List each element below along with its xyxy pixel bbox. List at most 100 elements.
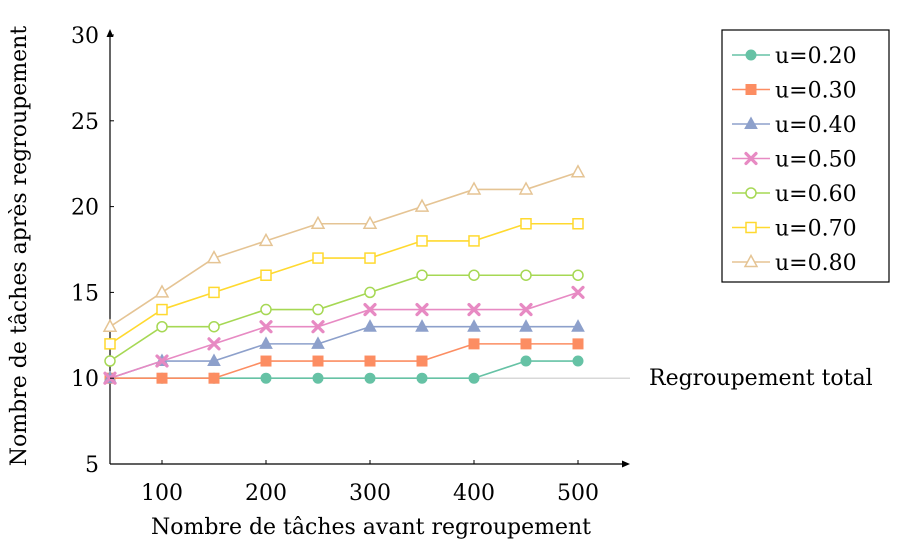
x-axis-arrow <box>622 460 630 468</box>
data-point <box>312 355 324 367</box>
data-point <box>572 338 584 350</box>
data-point <box>260 372 272 384</box>
y-tick-label: 15 <box>71 281 99 306</box>
x-tick-label: 100 <box>141 481 183 506</box>
legend-marker <box>745 187 757 199</box>
legend-marker <box>744 151 758 166</box>
data-point <box>311 320 325 334</box>
data-point <box>572 269 584 281</box>
legend-label: u=0.50 <box>775 148 857 173</box>
data-point <box>364 286 376 299</box>
series-group <box>102 164 586 385</box>
data-point <box>416 269 428 281</box>
series-u-0-20 <box>104 355 584 384</box>
data-point <box>363 319 377 332</box>
y-tick-label: 10 <box>71 367 99 392</box>
data-point <box>364 252 376 264</box>
data-point <box>519 319 533 332</box>
data-point <box>312 372 324 384</box>
data-point <box>518 181 534 195</box>
series-u-0-50 <box>103 285 585 385</box>
legend-entry: u=0.60 <box>732 182 857 207</box>
series-u-0-60 <box>104 269 584 367</box>
data-point <box>520 355 532 367</box>
y-tick-label: 20 <box>71 196 99 221</box>
data-point <box>520 338 532 350</box>
data-point <box>416 372 428 384</box>
data-point <box>156 372 168 384</box>
data-point <box>571 285 585 299</box>
legend-entry: u=0.20 <box>732 44 857 69</box>
y-axis-arrow <box>106 29 114 37</box>
data-point <box>572 355 584 367</box>
series-u-0-70 <box>104 218 584 350</box>
legend-marker <box>745 221 757 234</box>
data-point <box>206 250 222 264</box>
y-tick-label: 25 <box>71 110 99 135</box>
data-point <box>260 303 272 316</box>
legend-entry: u=0.40 <box>732 113 857 138</box>
series-line <box>109 222 578 345</box>
legend-entry: u=0.50 <box>732 148 857 173</box>
data-point <box>104 355 116 367</box>
data-point <box>468 269 480 281</box>
y-axis-title: Nombre de tâches après regroupement <box>7 26 32 467</box>
data-point <box>363 302 377 317</box>
legend-marker <box>743 253 759 268</box>
data-point <box>415 319 429 332</box>
x-tick-label: 500 <box>557 481 599 506</box>
data-point <box>104 338 116 350</box>
y-tick-label: 5 <box>85 453 99 478</box>
series-u-0-30 <box>104 338 584 384</box>
data-point <box>364 355 376 367</box>
data-point <box>207 353 221 367</box>
data-point <box>520 269 532 281</box>
data-point <box>570 164 586 178</box>
data-point <box>362 215 378 230</box>
legend-label: u=0.60 <box>775 182 857 207</box>
legend: u=0.20 u=0.30 u=0.40 u=0.50 u=0.60 u=0.70 u=0.… <box>721 29 890 283</box>
data-point <box>364 372 376 384</box>
series-line <box>109 325 578 379</box>
data-point <box>467 302 481 317</box>
data-point <box>258 232 274 247</box>
legend-marker <box>744 116 758 129</box>
legend-entry: u=0.80 <box>732 251 857 276</box>
data-point <box>571 319 585 332</box>
axes <box>106 29 630 468</box>
series-line <box>109 291 579 379</box>
data-point <box>208 320 220 333</box>
x-axis-title: Nombre de tâches avant regroupement <box>151 515 591 540</box>
x-tick-label: 300 <box>349 481 391 506</box>
series-u-0-80 <box>102 164 586 332</box>
legend-entry: u=0.70 <box>732 217 857 242</box>
legend-marker <box>745 49 757 61</box>
legend-label: u=0.80 <box>775 251 857 276</box>
data-point <box>207 337 221 351</box>
y-tick-label: 30 <box>71 24 99 49</box>
data-point <box>312 303 324 316</box>
series-line <box>110 360 578 380</box>
data-point <box>466 181 482 195</box>
data-point <box>208 372 220 384</box>
data-point <box>156 320 168 333</box>
legend-label: u=0.70 <box>775 217 857 242</box>
data-point <box>102 318 118 332</box>
legend-label: u=0.30 <box>775 79 857 104</box>
data-point <box>208 286 220 299</box>
data-point <box>259 336 273 349</box>
data-point <box>156 303 168 316</box>
x-tick-label: 400 <box>453 481 495 506</box>
data-point <box>154 284 170 298</box>
data-point <box>259 320 273 334</box>
legend-label: u=0.40 <box>775 113 857 138</box>
series-line <box>109 171 579 328</box>
data-point <box>155 354 169 368</box>
data-point <box>416 355 428 367</box>
series-line <box>110 343 578 380</box>
data-point <box>467 319 481 332</box>
series-line <box>109 274 578 362</box>
data-point <box>312 252 324 264</box>
data-point <box>260 269 272 281</box>
